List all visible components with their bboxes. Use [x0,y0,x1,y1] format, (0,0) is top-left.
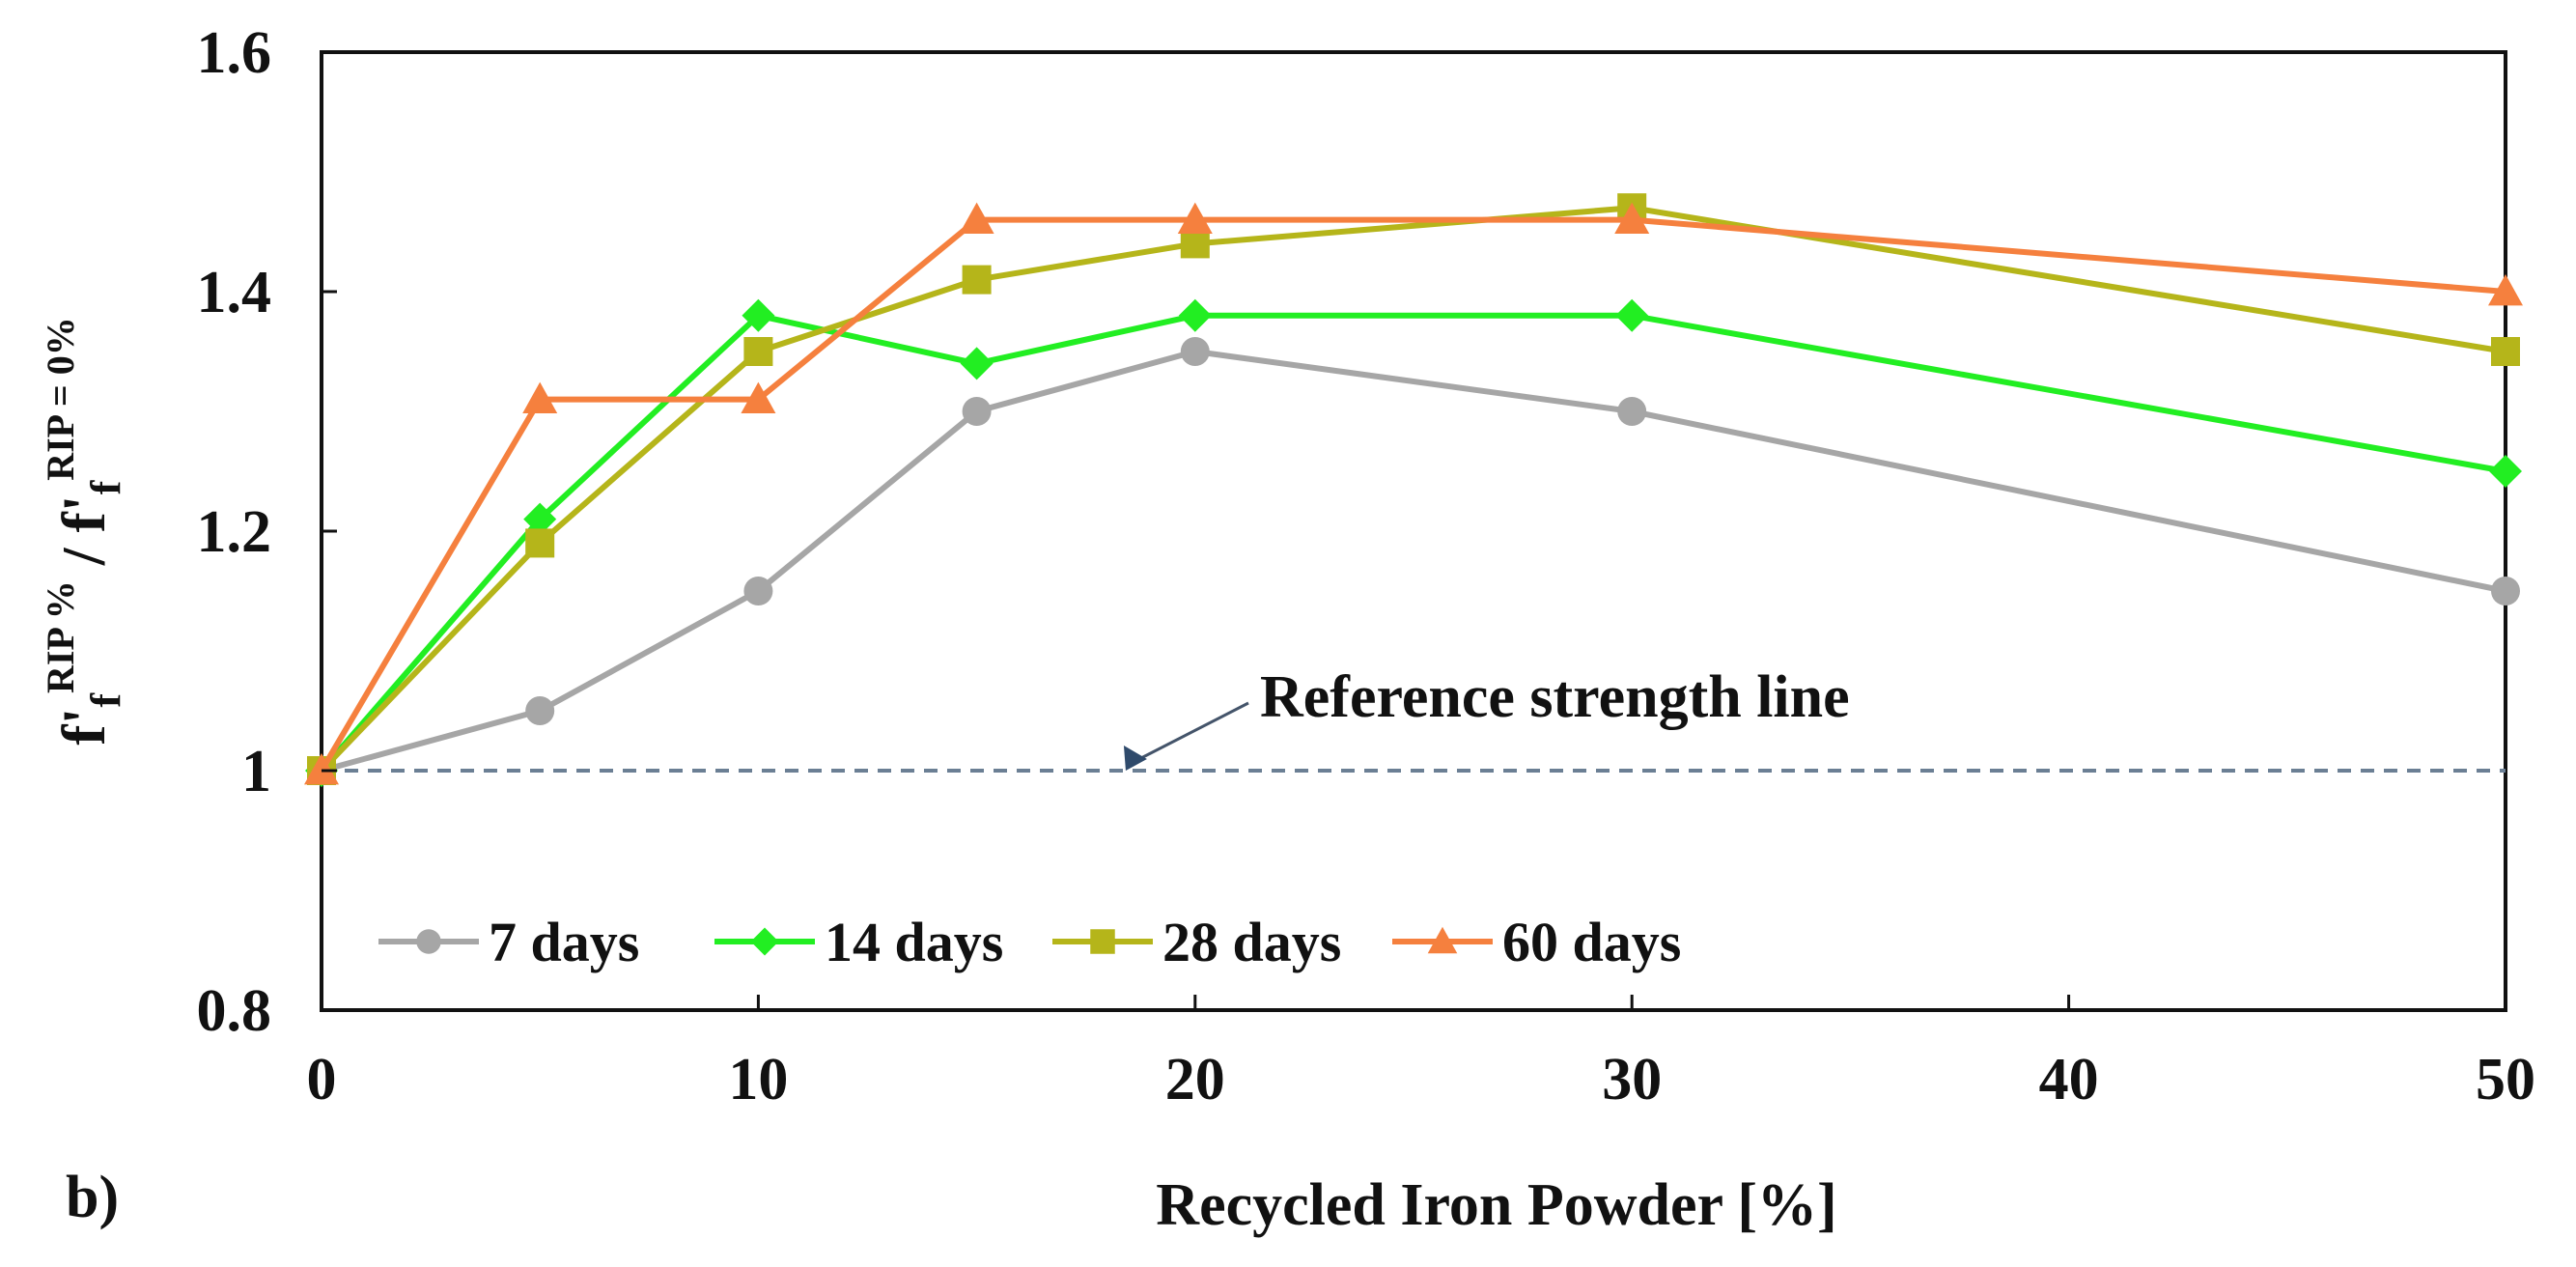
data-point [1614,202,1650,234]
series-60-days [304,202,2523,785]
data-point [743,577,773,605]
annotation-text: Reference strength line [1260,664,1850,730]
legend-label: 60 days [1502,911,1681,973]
legend-label: 7 days [489,911,639,973]
y-tick-label: 1 [241,739,271,804]
data-point [741,381,776,413]
data-point [2488,274,2523,306]
y-title-base: f' [49,708,118,746]
data-point [304,753,339,785]
y-title-divider: / [49,533,118,581]
series-layer [304,193,2523,787]
annotation-arrow-head [1123,746,1147,771]
data-point [742,298,775,332]
legend-marker [1090,929,1115,954]
data-point [1617,397,1647,426]
x-axis-title: Recycled Iron Powder [%] [1156,1172,1836,1238]
y-tick-label: 1.6 [197,20,272,86]
legend-marker [416,929,441,954]
legend-item-28-days: 28 days [1052,911,1341,973]
data-point [1615,298,1649,332]
x-tick-label: 30 [1602,1047,1662,1112]
legend-item-60-days: 60 days [1392,911,1681,973]
data-point [1180,337,1210,366]
data-point [2491,577,2520,605]
legend-label: 28 days [1162,911,1341,973]
y-tick-label: 1.2 [197,499,272,565]
data-point [525,528,555,558]
x-tick-label: 40 [2039,1047,2099,1112]
y-tick-label: 0.8 [197,978,272,1044]
x-tick-label: 0 [307,1047,337,1112]
svg-text:f'fRIP % / f'fRIP = 0%: f'fRIP % / f'fRIP = 0% [39,317,129,745]
data-point [962,265,992,295]
x-tick-label: 50 [2476,1047,2535,1112]
y-title-sub: f [82,692,129,708]
x-tick-label: 10 [728,1047,788,1112]
data-point [2489,455,2522,488]
reference-layer [322,701,2506,773]
x-ticks: 0 10 20 30 40 50 [307,995,2535,1112]
data-point [959,202,994,234]
data-point [522,381,558,413]
legend-label: 14 days [825,911,1003,973]
legend-marker [750,927,779,956]
data-point [523,502,557,536]
legend-item-14-days: 14 days [714,911,1003,973]
data-point [1177,202,1213,234]
data-point [1178,298,1212,332]
data-point [960,347,994,380]
plot-area [320,50,2507,1012]
panel-label: b) [66,1165,119,1230]
data-point [525,696,555,725]
x-tick-label: 20 [1165,1047,1225,1112]
legend: 7 days 14 days 28 days 60 days [378,911,1681,973]
data-point [2491,337,2520,366]
y-axis-title: f'fRIP % / f'fRIP = 0% [39,317,129,745]
y-ticks: 0.8 1 1.2 1.4 1.6 [197,20,337,1044]
y-tick-label: 1.4 [197,260,272,325]
legend-item-7-days: 7 days [378,911,639,973]
annotation-arrow-line [1138,701,1249,761]
data-point [743,337,773,366]
data-point [1180,229,1210,259]
legend-marker [1427,926,1458,954]
y-title-sub-2: f [82,479,129,494]
data-point [962,397,992,426]
y-title-base-2: f' [49,494,118,532]
y-title-sup-den: RIP = 0% [39,317,82,480]
y-title-sup-num: RIP % [39,580,82,693]
